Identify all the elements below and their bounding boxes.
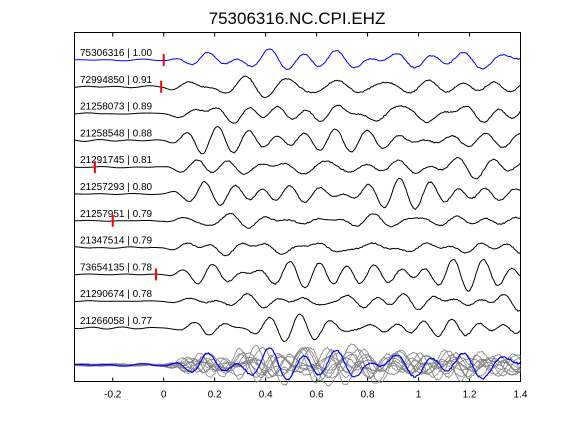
trace-label: 73654135 | 0.78 — [80, 262, 153, 273]
trace-line — [74, 313, 521, 343]
trace-group — [74, 48, 521, 343]
trace-line — [74, 156, 521, 180]
trace-label: 21258548 | 0.88 — [80, 128, 153, 139]
x-tick-label: 1 — [416, 390, 422, 401]
trace-label: 21257951 | 0.79 — [80, 209, 153, 220]
stack-master-trace — [74, 347, 521, 381]
trace-label: 21290674 | 0.78 — [80, 289, 153, 300]
x-tick-label: 1.4 — [514, 390, 528, 401]
trace-line — [74, 104, 521, 124]
trace-line — [74, 177, 521, 211]
x-tick-label: 0 — [161, 390, 167, 401]
trace-line — [74, 75, 521, 99]
trace-label: 21291745 | 0.81 — [80, 155, 153, 166]
x-tick-label: 0.6 — [310, 390, 324, 401]
stack-group — [74, 343, 521, 387]
trace-label: 21266058 | 0.77 — [80, 316, 153, 327]
plot-frame — [74, 32, 521, 382]
trace-label: 75306316 | 1.00 — [80, 48, 153, 59]
trace-label: 72994850 | 0.91 — [80, 75, 153, 86]
trace-line — [74, 293, 521, 312]
x-tick-label: 0.8 — [361, 390, 375, 401]
trace-line — [74, 258, 521, 292]
stack-trace — [74, 346, 521, 386]
trace-line — [74, 48, 521, 70]
pick-marker-group — [93, 54, 165, 281]
x-tick-label: 0.2 — [208, 390, 222, 401]
chart-title: 75306316.NC.CPI.EHZ — [209, 9, 386, 28]
trace-line — [74, 241, 521, 257]
trace-label: 21347514 | 0.79 — [80, 236, 153, 247]
trace-label: 21257293 | 0.80 — [80, 182, 153, 193]
trace-label: 21258073 | 0.89 — [80, 102, 153, 113]
x-tick-label: -0.2 — [104, 390, 122, 401]
trace-label-group: 75306316 | 1.00 72994850 | 0.91 21258073 |… — [80, 48, 153, 327]
trace-line — [74, 212, 521, 229]
x-tick-label: 1.2 — [463, 390, 477, 401]
trace-line — [74, 126, 521, 155]
x-axis: -0.2 0 0.2 0.4 0.6 0.8 1 1.2 1.4 — [104, 32, 528, 401]
stack-trace — [74, 344, 521, 380]
x-tick-label: 0.4 — [259, 390, 273, 401]
